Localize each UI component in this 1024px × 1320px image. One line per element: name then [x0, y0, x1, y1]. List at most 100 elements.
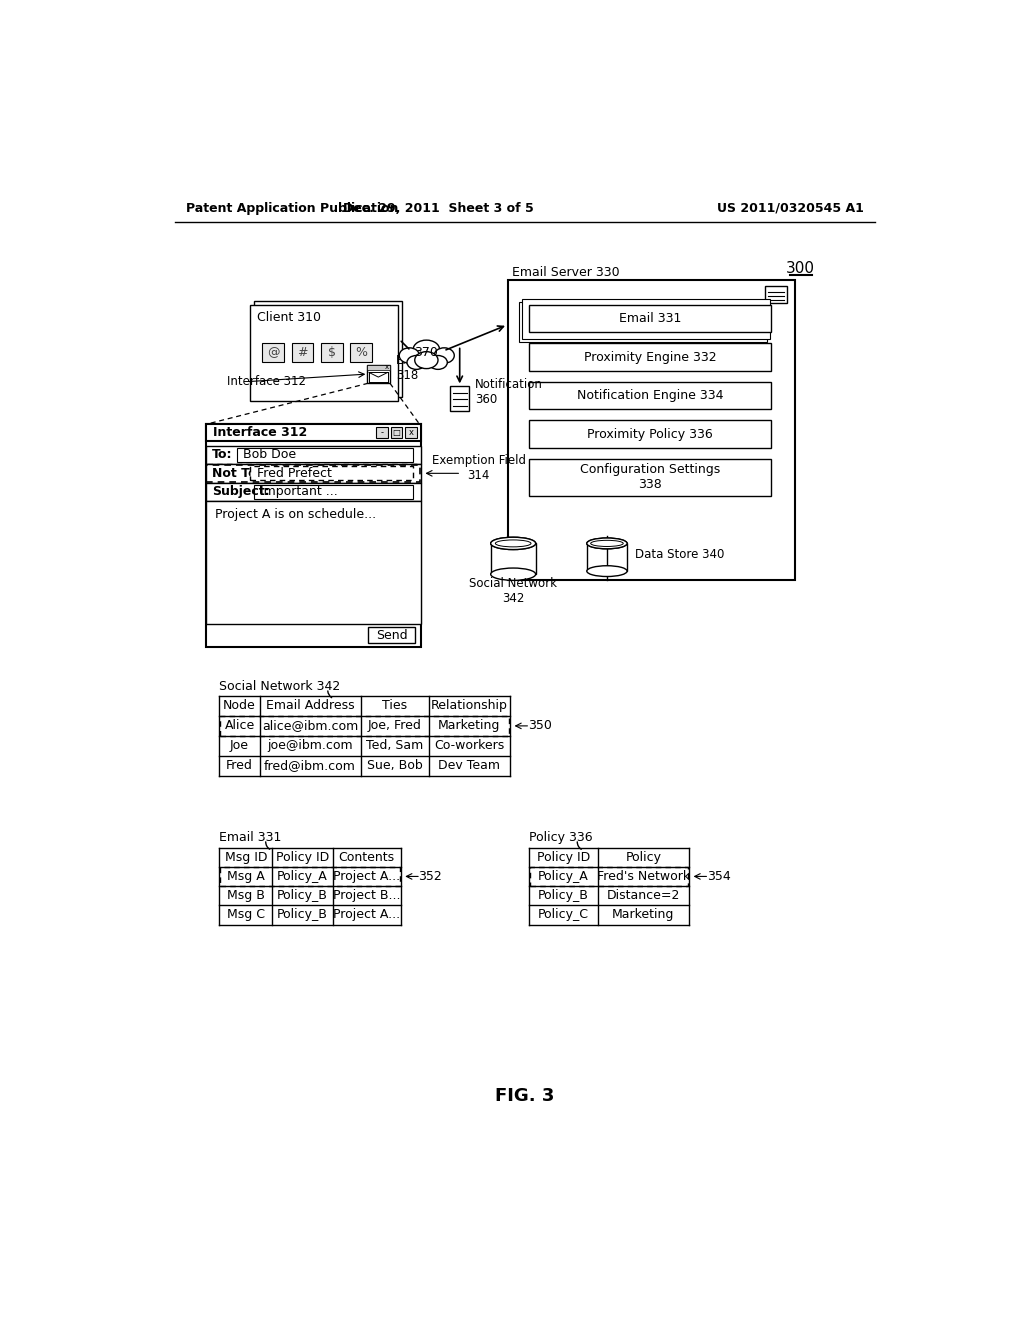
Text: Configuration Settings
338: Configuration Settings 338	[581, 463, 721, 491]
Text: Notification
360: Notification 360	[475, 379, 543, 407]
Bar	[254, 484, 414, 499]
Text: Ted, Sam: Ted, Sam	[366, 739, 423, 752]
Bar	[220, 715, 509, 737]
Text: Notification Engine 334: Notification Engine 334	[578, 389, 724, 403]
Bar	[406, 428, 417, 438]
Text: US 2011/0320545 A1: US 2011/0320545 A1	[718, 202, 864, 215]
Bar	[262, 343, 284, 362]
Text: x: x	[385, 364, 389, 371]
Text: Email Server 330: Email Server 330	[512, 265, 620, 279]
Text: $: $	[328, 346, 336, 359]
Text: Distance=2: Distance=2	[606, 890, 680, 902]
Bar	[251, 305, 397, 401]
Ellipse shape	[587, 539, 627, 549]
Text: Marketing: Marketing	[612, 908, 675, 921]
Text: Sue, Bob: Sue, Bob	[367, 759, 423, 772]
Text: Policy_A: Policy_A	[278, 870, 328, 883]
Text: Joe, Fred: Joe, Fred	[368, 719, 422, 733]
Bar	[220, 867, 400, 886]
Text: Msg ID: Msg ID	[224, 850, 267, 863]
Bar	[251, 466, 414, 480]
Text: 352: 352	[419, 870, 442, 883]
Bar	[367, 364, 390, 370]
Bar	[206, 465, 421, 483]
Text: FIG. 3: FIG. 3	[496, 1088, 554, 1105]
Bar	[376, 428, 388, 438]
Bar	[530, 867, 688, 886]
Text: -: -	[380, 428, 383, 437]
Text: Fred Prefect: Fred Prefect	[257, 467, 332, 480]
Bar	[529, 459, 771, 496]
Bar	[529, 420, 771, 447]
Text: Email
318: Email 318	[396, 354, 429, 381]
Text: Send: Send	[376, 628, 408, 642]
Bar	[391, 428, 402, 438]
Text: Exemption Field
314: Exemption Field 314	[432, 454, 525, 482]
Text: Dev Team: Dev Team	[438, 759, 501, 772]
Text: 370: 370	[415, 346, 438, 359]
Text: Policy_A: Policy_A	[539, 870, 589, 883]
Text: Ties: Ties	[382, 700, 408, 713]
Text: Policy: Policy	[626, 850, 662, 863]
Text: Joe: Joe	[230, 739, 249, 752]
Ellipse shape	[496, 540, 531, 546]
Bar	[206, 424, 421, 441]
Text: x: x	[409, 428, 414, 437]
Bar	[237, 447, 414, 462]
Text: Policy_B: Policy_B	[276, 908, 328, 921]
Text: Policy 336: Policy 336	[529, 832, 593, 843]
Text: Project A is on schedule...: Project A is on schedule...	[215, 508, 376, 521]
Text: Proximity Policy 336: Proximity Policy 336	[588, 428, 714, 441]
Text: Project A...: Project A...	[333, 870, 400, 883]
Bar	[350, 343, 372, 362]
Text: %: %	[355, 346, 368, 359]
Text: □: □	[392, 428, 400, 437]
Bar	[292, 343, 313, 362]
Text: Msg A: Msg A	[227, 870, 264, 883]
Ellipse shape	[399, 348, 420, 363]
Text: Alice: Alice	[224, 719, 255, 733]
Bar	[254, 301, 401, 397]
Text: Project B...: Project B...	[333, 890, 400, 902]
Text: Relationship: Relationship	[431, 700, 508, 713]
Bar	[321, 343, 343, 362]
Text: Contents: Contents	[339, 850, 395, 863]
Text: Social Network 342: Social Network 342	[219, 680, 341, 693]
Bar	[206, 483, 421, 502]
Text: Proximity Engine 332: Proximity Engine 332	[584, 351, 717, 363]
Text: Policy_B: Policy_B	[539, 890, 589, 902]
Ellipse shape	[434, 348, 455, 363]
Text: Policy ID: Policy ID	[275, 850, 329, 863]
Text: Dec. 29, 2011  Sheet 3 of 5: Dec. 29, 2011 Sheet 3 of 5	[343, 202, 534, 215]
Ellipse shape	[414, 341, 439, 359]
Bar	[765, 286, 786, 304]
Bar	[369, 627, 415, 643]
Text: Policy_B: Policy_B	[276, 890, 328, 902]
Text: 300: 300	[786, 261, 815, 276]
Text: Co-workers: Co-workers	[434, 739, 505, 752]
Text: Patent Application Publication: Patent Application Publication	[186, 202, 398, 215]
Bar	[206, 446, 421, 465]
Text: Fred's Network: Fred's Network	[597, 870, 690, 883]
Text: Node: Node	[223, 700, 256, 713]
Bar	[521, 300, 770, 339]
Ellipse shape	[490, 568, 536, 581]
Text: Bob Doe: Bob Doe	[243, 449, 296, 462]
Text: Interface 312: Interface 312	[227, 375, 306, 388]
Text: Email 331: Email 331	[620, 312, 682, 325]
Bar	[587, 544, 627, 572]
Ellipse shape	[587, 566, 627, 577]
Ellipse shape	[415, 351, 438, 368]
Text: Client 310: Client 310	[257, 310, 321, 323]
Ellipse shape	[587, 539, 627, 549]
Bar	[490, 544, 536, 574]
Text: Msg B: Msg B	[227, 890, 265, 902]
Bar	[529, 381, 771, 409]
Text: Not To:: Not To:	[212, 467, 261, 480]
Text: Email 331: Email 331	[219, 832, 282, 843]
Text: fred@ibm.com: fred@ibm.com	[264, 759, 356, 772]
Bar	[508, 280, 795, 581]
Ellipse shape	[407, 355, 426, 370]
Text: To:: To:	[212, 449, 232, 462]
Bar	[529, 343, 771, 371]
